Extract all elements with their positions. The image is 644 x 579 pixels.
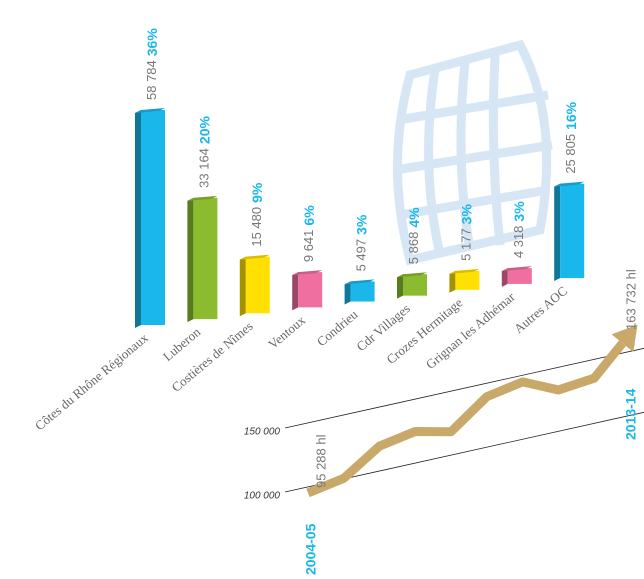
bar-side bbox=[135, 110, 141, 328]
value-label: 95 288 hl bbox=[313, 434, 328, 488]
arrow-head bbox=[611, 324, 638, 352]
line bbox=[306, 340, 626, 498]
category-label: Crozes Hermitage bbox=[383, 295, 465, 367]
share-text: 36% bbox=[144, 28, 160, 57]
bar bbox=[193, 197, 218, 320]
bar bbox=[298, 272, 323, 308]
bar-top bbox=[239, 254, 270, 260]
bar-top bbox=[292, 270, 323, 276]
category-label: Costières de Nîmes bbox=[169, 318, 256, 394]
value-text: 15 480 bbox=[249, 207, 264, 247]
x-tick-label: 2004-05 bbox=[303, 523, 319, 575]
share-text: 9% bbox=[249, 182, 265, 203]
bar-top bbox=[135, 108, 165, 113]
bar-side bbox=[292, 272, 299, 311]
bar bbox=[350, 281, 375, 302]
value-label: 5 868 4% bbox=[406, 207, 422, 264]
grid-line bbox=[284, 347, 644, 429]
value-text: 25 805 bbox=[564, 134, 579, 174]
share-text: 3% bbox=[458, 204, 474, 225]
bar-side bbox=[449, 270, 456, 293]
bar bbox=[141, 110, 165, 325]
y-tick-label: 150 000 bbox=[244, 427, 281, 438]
value-label: 33 164 20% bbox=[196, 115, 212, 187]
bar-top bbox=[449, 268, 480, 274]
value-label: 4 318 3% bbox=[511, 201, 527, 258]
share-text: 4% bbox=[406, 207, 422, 228]
value-label: 5 177 3% bbox=[458, 204, 474, 261]
value-label: 15 480 9% bbox=[249, 182, 265, 247]
bar-side bbox=[501, 268, 508, 287]
bar bbox=[507, 268, 532, 284]
bar bbox=[455, 270, 480, 290]
value-label: 163 732 hl bbox=[623, 269, 638, 330]
value-label: 9 641 6% bbox=[301, 205, 317, 262]
value-text: 5 868 bbox=[406, 232, 421, 265]
share-text: 6% bbox=[301, 205, 317, 226]
bar-top bbox=[501, 266, 532, 272]
category-label: Côtes du Rhône Régionaux bbox=[32, 330, 151, 433]
bar-side bbox=[344, 281, 351, 305]
bar-side bbox=[239, 256, 246, 317]
share-text: 20% bbox=[196, 115, 212, 144]
bar-side bbox=[187, 197, 194, 323]
bar-top bbox=[344, 279, 375, 285]
category-label: Grignan les Adhémar bbox=[423, 289, 518, 372]
value-label: 25 805 16% bbox=[563, 101, 579, 173]
bar bbox=[403, 274, 427, 296]
category-label: Autres AOC bbox=[511, 283, 570, 336]
globe-meridians bbox=[424, 54, 505, 256]
x-tick-label: 2013-14 bbox=[623, 388, 639, 440]
globe-lines bbox=[394, 90, 553, 220]
bar-side bbox=[397, 274, 403, 299]
category-label: Ventoux bbox=[265, 312, 308, 352]
globe-icon bbox=[393, 39, 553, 266]
share-text: 3% bbox=[353, 214, 369, 235]
globe-outline bbox=[393, 39, 552, 266]
bar bbox=[245, 256, 270, 314]
bar-top bbox=[554, 181, 585, 187]
share-text: 16% bbox=[563, 101, 579, 130]
value-label: 5 497 3% bbox=[353, 214, 369, 271]
value-text: 58 784 bbox=[144, 60, 159, 100]
y-tick-label: 100 000 bbox=[244, 491, 281, 502]
value-text: 4 318 bbox=[511, 226, 526, 259]
value-text: 9 641 bbox=[302, 230, 317, 263]
value-text: 5 497 bbox=[354, 239, 369, 272]
bar-side bbox=[554, 183, 561, 282]
bar-top bbox=[397, 272, 427, 278]
category-label: Luberon bbox=[160, 324, 204, 364]
value-text: 5 177 bbox=[459, 228, 474, 261]
value-text: 33 164 bbox=[197, 148, 212, 188]
bar-top bbox=[187, 195, 218, 201]
value-label: 58 784 36% bbox=[144, 28, 160, 100]
share-text: 3% bbox=[511, 201, 527, 222]
bar bbox=[560, 183, 585, 279]
